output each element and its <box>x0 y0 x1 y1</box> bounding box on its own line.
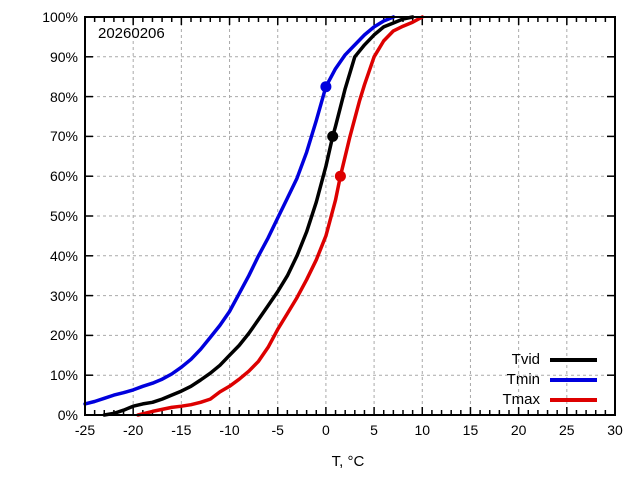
x-tick-label: 20 <box>510 422 527 438</box>
marker-Tmax <box>334 170 346 182</box>
y-tick-label: 30% <box>49 287 78 304</box>
legend-entry-Tmax: Tmax <box>450 391 597 409</box>
legend-label-Tmin: Tmin <box>506 371 540 388</box>
y-tick-label: 90% <box>49 48 78 65</box>
x-tick-label: 30 <box>607 422 623 438</box>
marker-Tmin <box>320 81 332 93</box>
y-tick-label: 0% <box>57 407 78 423</box>
x-tick-label: -10 <box>219 422 240 438</box>
y-tick-label: 100% <box>42 9 78 25</box>
y-tick-label: 80% <box>49 88 78 105</box>
y-tick-label: 60% <box>49 168 78 185</box>
x-tick-label: 0 <box>322 422 330 438</box>
x-tick-label: 5 <box>370 422 378 438</box>
marker-Tvid <box>327 130 339 142</box>
plot-border <box>84 16 616 416</box>
curve-Tmax <box>136 15 425 417</box>
legend-label-Tmax: Tmax <box>502 391 541 408</box>
x-tick-label: -15 <box>171 422 192 438</box>
y-tick-label: 10% <box>49 367 78 384</box>
y-tick-label: 40% <box>49 247 78 264</box>
x-tick-label: 25 <box>559 422 575 438</box>
legend-label-Tvid: Tvid <box>511 351 540 368</box>
y-tick-label: 50% <box>49 208 78 224</box>
x-tick-label: 10 <box>414 422 431 438</box>
x-tick-label: -20 <box>123 422 144 438</box>
legend-line-sample-Tvid <box>550 358 597 362</box>
legend-line-sample-Tmin <box>550 378 597 382</box>
x-axis-title: T, °C <box>331 453 365 470</box>
y-tick-label: 70% <box>49 128 78 145</box>
legend-entry-Tmin: Tmin <box>450 371 597 389</box>
x-tick-label: 15 <box>462 422 479 438</box>
x-tick-label: -25 <box>74 422 96 438</box>
legend-entry-Tvid: Tvid <box>450 351 597 369</box>
date-annotation: 20260206 <box>98 25 165 42</box>
y-tick-label: 20% <box>49 327 78 344</box>
curve-Tmin <box>83 15 396 406</box>
legend-line-sample-Tmax <box>550 398 597 402</box>
x-tick-label: -5 <box>271 422 284 438</box>
curve-Tvid <box>102 15 415 417</box>
